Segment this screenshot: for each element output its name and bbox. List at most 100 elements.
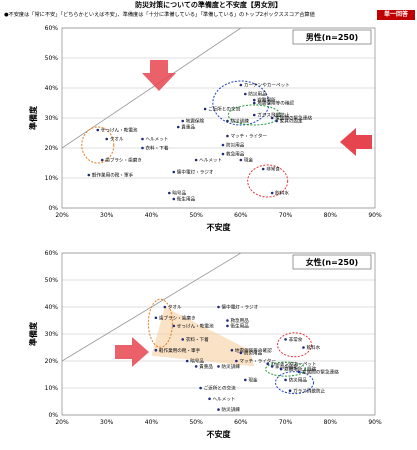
data-point (239, 351, 243, 355)
data-point (239, 83, 243, 87)
data-point (266, 362, 269, 366)
y-tick-label: 60% (45, 250, 59, 257)
data-point (235, 359, 238, 363)
data-point (284, 378, 287, 382)
data-point (87, 173, 91, 177)
female-chart: 0% 10% 20% 30% 40% 50% 60% 20% 30% 40% 50% 60% 70% 80… (28, 250, 382, 439)
point-label: マッチ・ライター (239, 358, 276, 365)
cluster-ellipse-green (227, 104, 281, 126)
point-label: 暗号品 (172, 190, 186, 197)
data-point (154, 348, 158, 352)
point-label: 防災用品 (289, 377, 308, 384)
data-point (141, 137, 144, 141)
point-label: タオル (110, 136, 124, 143)
point-label: 避難場所 (257, 97, 276, 104)
data-point (279, 367, 283, 371)
data-point (244, 92, 247, 96)
male-chart: 0% 10% 20% 30% 40% 50% 60% 20% 30% 40% 50% 60% 70% 80… (28, 25, 382, 232)
point-label: 家具の固定 (275, 363, 298, 370)
point-label: ヘルメット (199, 158, 222, 164)
data-point (270, 365, 274, 368)
x-tick-label: 70% (279, 212, 293, 219)
cluster-ellipse-blue (275, 371, 315, 395)
point-label: 地震保険 (186, 118, 205, 125)
y-tick-label: 50% (45, 277, 59, 284)
data-point (141, 146, 144, 150)
data-point (221, 152, 225, 156)
y-tick-label: 20% (45, 358, 59, 365)
x-tick-label: 40% (145, 212, 159, 219)
point-label: ヘルメット (213, 396, 236, 402)
point-label: 歯ブラシ・歯磨き (159, 314, 196, 321)
data-point (297, 370, 301, 374)
point-label: 非常食 (289, 336, 303, 343)
x-tick-label: 60% (234, 419, 248, 426)
data-point (226, 319, 229, 322)
point-label: ガラス飛散防止 (293, 387, 325, 394)
data-point (208, 397, 211, 401)
point-label: 防災用品 (226, 142, 245, 149)
data-point (217, 305, 220, 309)
y-tick-label: 30% (45, 115, 59, 122)
point-label: 非常食 (266, 166, 280, 173)
data-point (252, 113, 256, 117)
y-tick-label: 60% (45, 25, 59, 32)
y-tick-label: 0% (48, 412, 58, 419)
data-point (270, 191, 274, 195)
data-point (172, 197, 176, 201)
chart-title-box (292, 254, 372, 270)
data-point (221, 143, 225, 147)
point-label: 防災訓練 (222, 363, 241, 370)
x-tick-label: 90% (368, 419, 382, 426)
point-label: ヘルメット (145, 137, 168, 143)
point-label: 懐中電灯・ラジオ (177, 169, 214, 176)
y-tick-label: 40% (45, 85, 59, 92)
point-label: ガラス飛散防止 (257, 112, 289, 119)
point-label: 防災用品 (244, 350, 263, 357)
cluster-ellipse-green (265, 361, 307, 377)
point-label: 家族間の緊急連絡 (275, 115, 312, 122)
answer-type-badge: 単一回答 (377, 10, 415, 20)
point-label: 飲料水 (275, 190, 289, 197)
point-label: 避難場所・経路 (284, 366, 317, 373)
y-tick-label: 50% (45, 55, 59, 62)
y-tick-label: 40% (45, 304, 59, 311)
left-arrow (340, 128, 372, 156)
x-tick-label: 40% (145, 419, 159, 426)
point-label: 地震保険等の確認 (257, 100, 294, 107)
data-point (226, 324, 229, 328)
data-point (163, 305, 167, 309)
data-point (172, 324, 176, 328)
data-point (226, 119, 229, 123)
x-axis-label: 不安度 (207, 429, 232, 439)
data-point (176, 125, 180, 129)
chart-subtitle: ●不安度は「常に不安」「どちらかといえば不安」、準備度は「十分に準備している」「… (4, 12, 315, 18)
point-label: 軽作業用の靴・軍手 (92, 172, 134, 179)
point-label: 軽作業用の靴・軍手 (159, 347, 201, 354)
data-point (252, 98, 256, 102)
trend-band (151, 307, 255, 367)
page-title: 防災対策についての準備度と不安度【男女別】 (135, 1, 282, 9)
point-label: 衣料・下着 (186, 336, 209, 343)
cluster-ellipse-red (277, 332, 313, 358)
point-label: 家具の固定 (280, 118, 303, 125)
y-axis-label: 準備度 (28, 321, 38, 346)
point-label: ご近所との交流 (204, 385, 237, 392)
data-point (194, 158, 198, 162)
data-point (252, 101, 256, 105)
data-point (230, 348, 234, 352)
y-tick-label: 0% (48, 205, 58, 212)
x-tick-label: 70% (279, 419, 293, 426)
point-label: 貴重品 (181, 124, 195, 131)
x-tick-label: 80% (324, 212, 338, 219)
point-label: ぜっけん・乾電池 (177, 323, 214, 330)
point-label: 暗号品 (190, 358, 204, 365)
point-label: カーテンやカーペット (271, 360, 317, 367)
chart-title: 男性(n=250) (306, 32, 358, 42)
data-point (100, 158, 104, 162)
data-point (185, 359, 189, 363)
y-tick-label: 10% (45, 175, 59, 182)
chart-title-box (292, 29, 372, 45)
